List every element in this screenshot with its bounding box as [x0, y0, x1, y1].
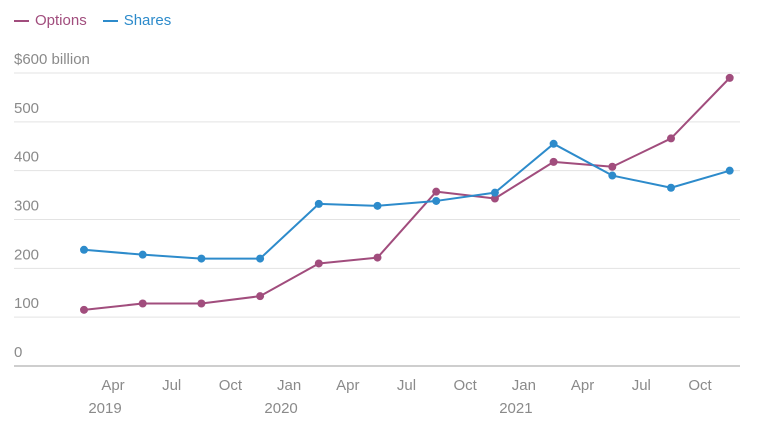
x-tick-label: Jul — [632, 377, 651, 394]
x-tick-label: Oct — [688, 377, 712, 394]
y-tick-label: 500 — [14, 100, 39, 117]
data-point-shares — [490, 188, 499, 197]
data-point-shares — [138, 250, 147, 259]
data-point-options — [373, 253, 382, 262]
data-point-options — [608, 162, 617, 171]
series-line-shares — [83, 142, 730, 260]
data-point-options — [256, 292, 265, 301]
x-tick-label: Jul — [162, 377, 181, 394]
data-point-shares — [667, 183, 675, 192]
x-tick-label: Jan — [277, 377, 301, 394]
data-point-options — [490, 194, 499, 203]
data-point-shares — [197, 254, 206, 263]
legend-swatch-options — [14, 19, 29, 22]
data-point-shares — [314, 199, 323, 208]
data-point-options — [432, 187, 441, 196]
data-point-shares — [608, 171, 617, 180]
data-point-options — [549, 157, 558, 166]
data-point-shares — [256, 254, 265, 263]
data-point-shares — [432, 196, 441, 205]
y-tick-label: 300 — [14, 198, 39, 215]
x-year-label: 2021 — [499, 400, 532, 417]
data-point-shares — [549, 139, 558, 148]
data-point-shares — [725, 166, 734, 175]
x-tick-label: Jul — [397, 377, 416, 394]
legend-swatch-shares — [102, 19, 118, 22]
data-point-options — [138, 299, 147, 308]
series-line-options — [83, 77, 731, 311]
x-tick-label: Jan — [512, 377, 536, 394]
y-tick-label: $600 billion — [14, 51, 90, 68]
x-tick-label: Oct — [454, 377, 478, 394]
x-tick-label: Apr — [571, 377, 594, 394]
data-point-options — [314, 259, 323, 268]
data-point-shares — [80, 245, 88, 254]
y-tick-label: 200 — [14, 246, 39, 263]
y-tick-label: 100 — [14, 295, 39, 312]
legend-label-options: Options — [35, 12, 87, 29]
data-point-options — [80, 305, 88, 314]
x-tick-label: Apr — [336, 377, 359, 394]
x-tick-label: Apr — [101, 377, 124, 394]
data-point-options — [667, 134, 675, 143]
x-year-label: 2020 — [264, 400, 297, 417]
legend-item-shares: Shares — [102, 12, 172, 29]
data-point-options — [725, 73, 734, 82]
legend-label-shares: Shares — [123, 12, 172, 29]
y-tick-label: 400 — [14, 149, 39, 166]
data-point-options — [197, 299, 206, 308]
legend-item-options: Options — [14, 12, 87, 29]
y-tick-label: 0 — [14, 344, 22, 361]
x-year-label: 2019 — [88, 400, 121, 417]
chart-legend: Options Shares — [14, 12, 171, 29]
x-tick-label: Oct — [219, 377, 243, 394]
data-point-shares — [373, 201, 382, 210]
